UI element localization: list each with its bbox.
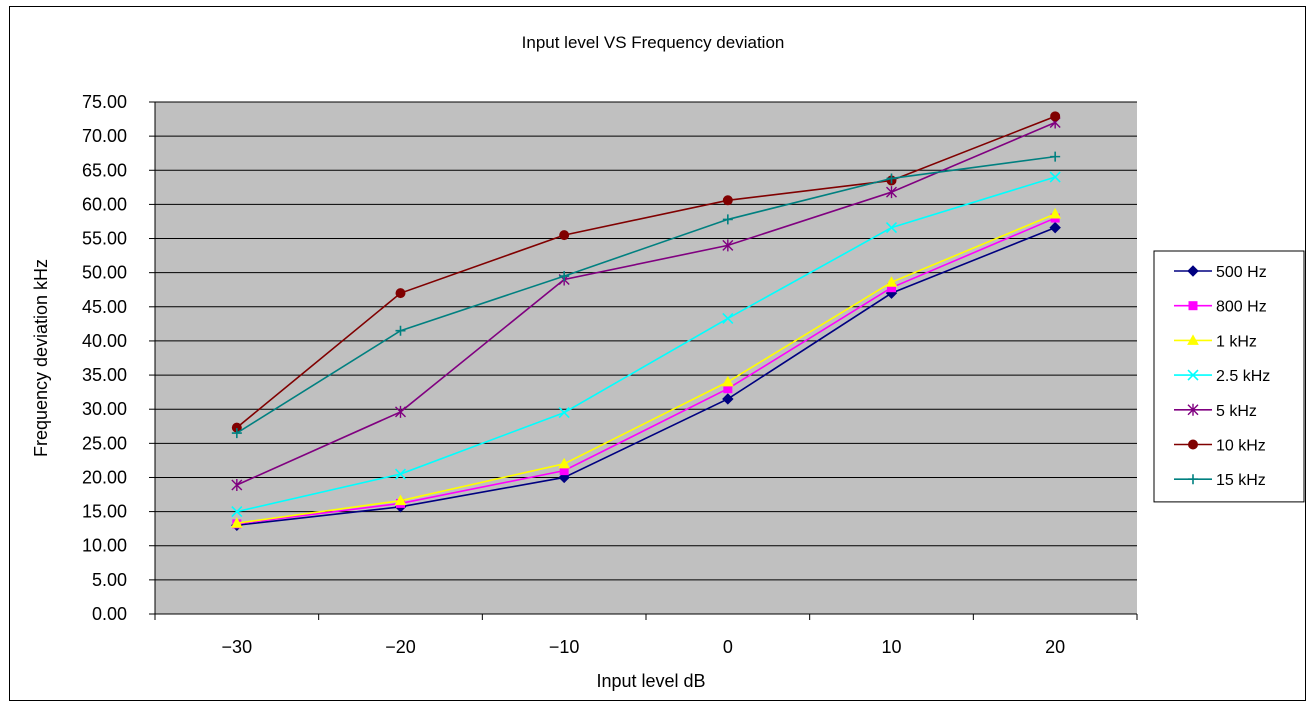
series-line-1-khz [236, 213, 1056, 524]
y-tick-label: 70.00 [82, 126, 127, 146]
x-tick-label: −20 [385, 637, 416, 657]
y-tick-label: 55.00 [82, 229, 127, 249]
y-tick-label: 50.00 [82, 263, 127, 283]
y-tick-label: 30.00 [82, 399, 127, 419]
data-point-2-5-khz [885, 222, 898, 234]
y-tick-label: 35.00 [82, 365, 127, 385]
legend-marker-15-khz [1188, 474, 1198, 485]
x-tick-label: 10 [881, 637, 901, 657]
legend-marker-2-5-khz [1187, 369, 1199, 381]
data-point-15-khz [231, 428, 242, 439]
y-tick-label: 20.00 [82, 467, 127, 487]
data-point-1-khz [230, 517, 243, 528]
data-point-15-khz [395, 325, 406, 336]
x-tick-label: −10 [549, 637, 580, 657]
data-point-15-khz [559, 271, 570, 282]
data-point-5-khz [722, 239, 734, 252]
y-tick-label: 45.00 [82, 297, 127, 317]
y-tick-label: 15.00 [82, 502, 127, 522]
y-tick-label: 5.00 [92, 570, 127, 590]
legend-marker-10-khz [1188, 439, 1198, 450]
data-point-1-khz [558, 457, 571, 469]
y-tick-label: 60.00 [82, 194, 127, 214]
data-point-2-5-khz [394, 468, 407, 480]
legend-label: 800 Hz [1216, 299, 1267, 316]
data-point-2-5-khz [558, 407, 570, 419]
legend-label: 5 kHz [1216, 403, 1257, 420]
data-point-1-khz [721, 375, 734, 387]
series-line-5-khz [236, 121, 1056, 486]
chart-title: Input level VS Frequency deviation [522, 33, 785, 52]
data-point-10-khz [1050, 111, 1061, 122]
legend-box [1153, 250, 1305, 503]
data-point-1-khz [1049, 207, 1062, 219]
x-tick-label: 0 [723, 637, 733, 657]
plot-area [155, 102, 1137, 614]
legend-marker-5-khz [1187, 403, 1199, 416]
series-line-15-khz [236, 155, 1056, 434]
data-point-500-hz [1049, 221, 1061, 234]
x-tick-label: 20 [1045, 637, 1065, 657]
legend-marker-800-hz [1188, 301, 1198, 311]
data-point-2-5-khz [722, 312, 734, 324]
series-line-500-hz [236, 226, 1056, 527]
y-tick-label: 40.00 [82, 331, 127, 351]
x-axis-title: Input level dB [596, 671, 705, 691]
x-tick-label: −30 [222, 637, 253, 657]
y-tick-label: 75.00 [82, 92, 127, 112]
data-point-5-khz [231, 478, 243, 491]
legend-label: 2.5 kHz [1216, 368, 1270, 385]
series-line-2-5-khz [236, 176, 1056, 513]
data-point-2-5-khz [231, 506, 243, 518]
data-point-10-khz [559, 230, 570, 241]
data-point-500-hz [722, 393, 734, 405]
y-axis-title: Frequency deviation kHz [31, 259, 51, 457]
legend-label: 500 Hz [1216, 264, 1267, 281]
data-point-2-5-khz [1049, 171, 1061, 183]
y-tick-label: 0.00 [92, 604, 127, 624]
data-point-15-khz [1050, 151, 1061, 162]
data-point-5-khz [886, 186, 897, 199]
y-tick-label: 10.00 [82, 536, 127, 556]
data-point-15-khz [886, 173, 897, 184]
y-tick-label: 25.00 [82, 433, 127, 453]
data-point-10-khz [395, 288, 406, 299]
legend-label: 1 kHz [1216, 333, 1257, 350]
data-point-5-khz [395, 405, 406, 418]
legend-marker-1-khz [1187, 334, 1199, 345]
series-line-800-hz [236, 217, 1056, 525]
data-point-15-khz [722, 214, 733, 225]
legend-label: 15 kHz [1216, 472, 1266, 489]
y-tick-label: 65.00 [82, 160, 127, 180]
data-point-1-khz [394, 494, 407, 506]
legend-label: 10 kHz [1216, 438, 1266, 455]
data-point-10-khz [722, 195, 733, 206]
legend-marker-500-hz [1187, 265, 1199, 277]
data-point-1-khz [885, 276, 898, 287]
series-line-10-khz [236, 115, 1056, 429]
